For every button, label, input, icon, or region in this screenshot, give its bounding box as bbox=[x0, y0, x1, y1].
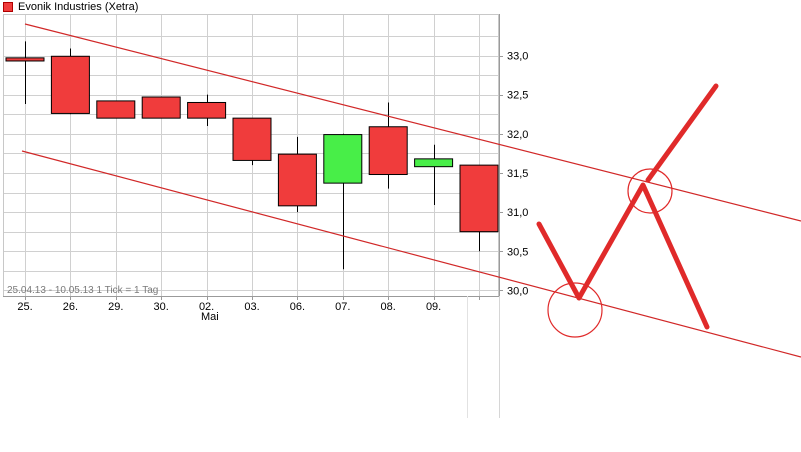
candle-body-up bbox=[323, 134, 363, 184]
annotation-circle-high bbox=[627, 168, 673, 214]
candle-layer bbox=[5, 41, 499, 270]
y-axis-tick-label: 32,0 bbox=[507, 129, 528, 141]
y-axis-tick-label: 31,5 bbox=[507, 168, 528, 180]
x-axis-tick-label: 06. bbox=[290, 301, 305, 313]
chart-info-text: 25.04.13 - 10.05.13 1 Tick = 1 Tag bbox=[7, 285, 158, 296]
candle bbox=[141, 96, 181, 119]
legend-swatch bbox=[3, 2, 13, 12]
candle bbox=[368, 102, 408, 189]
candle bbox=[96, 100, 136, 119]
candle bbox=[50, 48, 90, 115]
annotation-circle-low bbox=[547, 282, 603, 338]
axis-layer: 33,0 32,5 32,0 31,5 31,0 30,5 30,0 25. 26. 29. 30.… bbox=[3, 14, 528, 418]
candle bbox=[5, 41, 45, 105]
y-axis-tick-label: 33,0 bbox=[507, 51, 528, 63]
chart-legend: Evonik Industries (Xetra) bbox=[3, 0, 138, 14]
y-axis-tick-label: 31,0 bbox=[507, 207, 528, 219]
x-axis-tick-label: 29. bbox=[108, 301, 123, 313]
x-axis-tick-label: 03. bbox=[244, 301, 259, 313]
x-axis-tick-label: 09. bbox=[426, 301, 441, 313]
x-axis-month-label: Mai bbox=[201, 311, 219, 323]
x-axis-tick-label: 02. bbox=[199, 301, 214, 313]
x-axis-tick-label: 30. bbox=[154, 301, 169, 313]
chart-title: Evonik Industries (Xetra) bbox=[18, 1, 139, 13]
annotation-layer bbox=[21, 23, 801, 358]
trend-channel-upper-line bbox=[24, 23, 801, 222]
candle-body-down bbox=[459, 164, 499, 233]
candle-body-down bbox=[96, 100, 136, 119]
y-axis-tick-label: 32,5 bbox=[507, 90, 528, 102]
candle-body-down bbox=[232, 117, 272, 161]
candle-body-down bbox=[50, 55, 90, 114]
trend-channel-lower-line bbox=[21, 150, 801, 358]
x-axis-tick-label: 08. bbox=[381, 301, 396, 313]
candle bbox=[414, 144, 454, 206]
candle bbox=[459, 164, 499, 252]
candle bbox=[232, 117, 272, 166]
candle bbox=[277, 136, 317, 213]
x-axis-tick-label: 25. bbox=[17, 301, 32, 313]
candle-body-down bbox=[187, 101, 227, 119]
candle-body-down bbox=[5, 57, 45, 62]
x-axis-tick-label: 26. bbox=[63, 301, 78, 313]
candle bbox=[187, 94, 227, 126]
y-axis-tick-label: 30,0 bbox=[507, 285, 528, 297]
candle bbox=[323, 133, 363, 270]
candle-body-up bbox=[414, 158, 454, 168]
candle-body-down bbox=[368, 126, 408, 176]
projection-zigzag-line bbox=[536, 182, 710, 330]
projection-breakout-line bbox=[645, 83, 719, 183]
x-axis-tick-label: 07. bbox=[335, 301, 350, 313]
y-axis-tick-label: 30,5 bbox=[507, 246, 528, 258]
candle-body-down bbox=[141, 96, 181, 119]
candle-body-down bbox=[277, 153, 317, 207]
